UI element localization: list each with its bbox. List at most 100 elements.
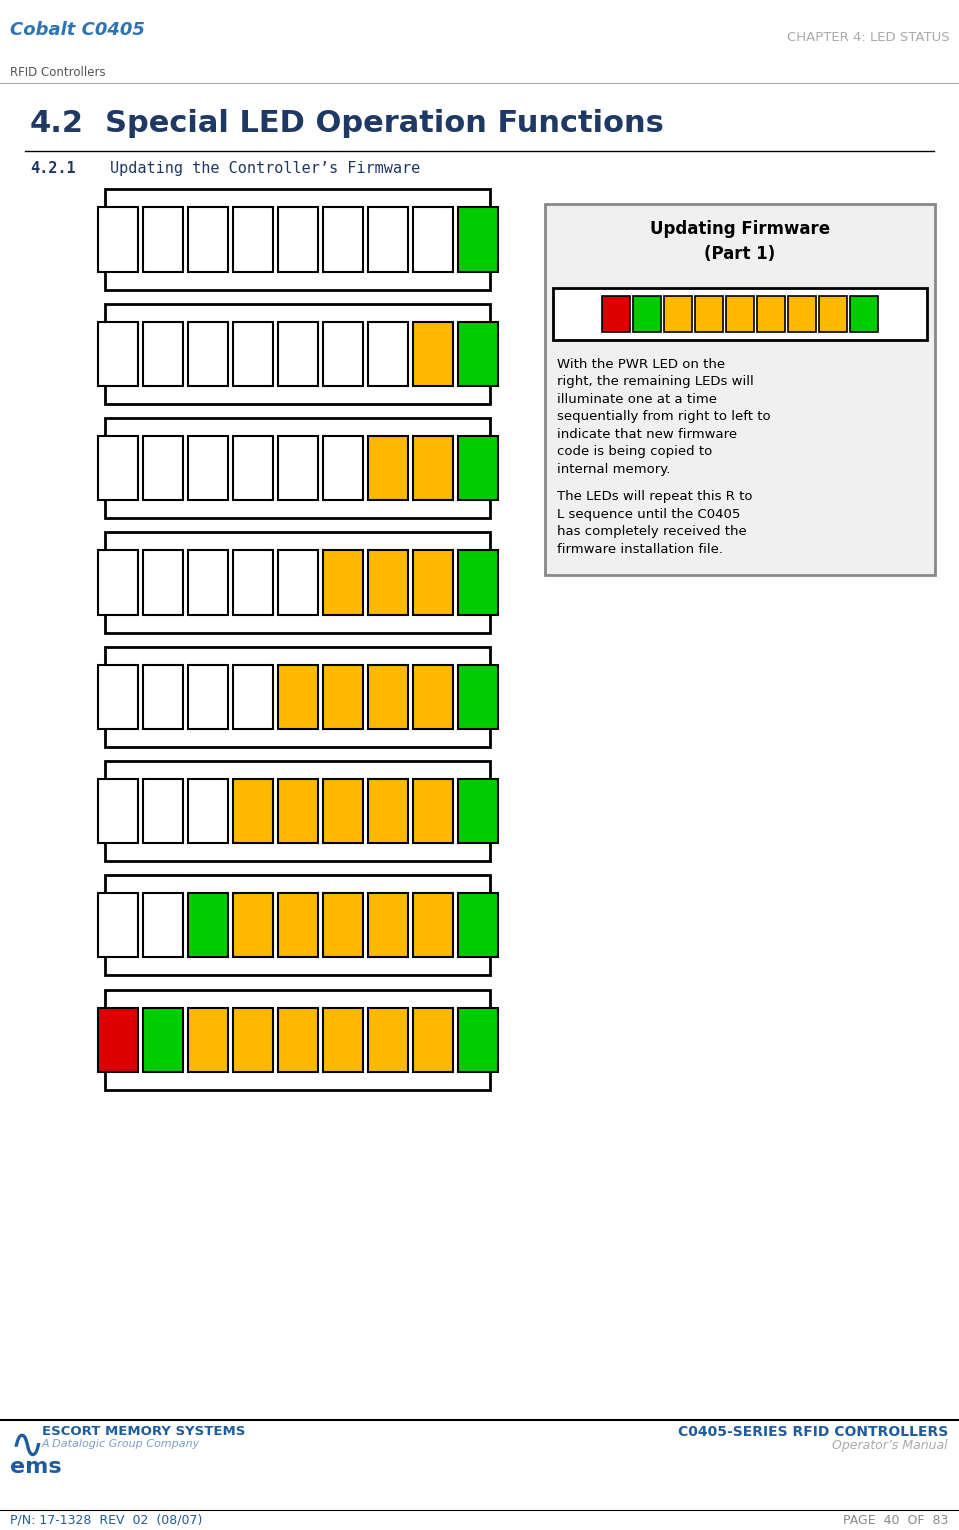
Bar — [98, 208, 137, 272]
Bar — [277, 208, 317, 272]
Bar — [98, 779, 137, 843]
Text: CHAPTER 4: LED STATUS: CHAPTER 4: LED STATUS — [786, 32, 949, 44]
Bar — [232, 779, 272, 843]
Bar — [322, 208, 363, 272]
Bar — [602, 295, 630, 332]
Bar — [232, 321, 272, 386]
Bar — [188, 779, 227, 843]
Bar — [412, 894, 453, 958]
Bar — [367, 1008, 408, 1071]
Bar — [457, 664, 498, 728]
Bar — [412, 664, 453, 728]
Bar — [232, 664, 272, 728]
Bar — [367, 436, 408, 500]
Bar — [726, 295, 754, 332]
Bar — [143, 321, 182, 386]
Bar — [695, 295, 723, 332]
Text: P/N: 17-1328  REV  02  (08/07): P/N: 17-1328 REV 02 (08/07) — [10, 1515, 202, 1527]
Bar — [412, 208, 453, 272]
Bar — [105, 647, 490, 747]
Bar — [322, 779, 363, 843]
Bar — [277, 551, 317, 615]
Bar — [188, 894, 227, 958]
Text: Updating Firmware: Updating Firmware — [650, 219, 830, 237]
Text: The LEDs will repeat this R to
L sequence until the C0405
has completely receive: The LEDs will repeat this R to L sequenc… — [557, 490, 753, 555]
Bar — [457, 551, 498, 615]
Bar — [188, 551, 227, 615]
Bar — [98, 551, 137, 615]
Text: A Datalogic Group Company: A Datalogic Group Company — [42, 1438, 200, 1449]
Bar — [412, 321, 453, 386]
Text: Special LED Operation Functions: Special LED Operation Functions — [105, 109, 664, 138]
Text: (Part 1): (Part 1) — [704, 245, 776, 263]
Bar — [367, 894, 408, 958]
Bar — [457, 436, 498, 500]
Bar — [367, 208, 408, 272]
Text: RFID Controllers: RFID Controllers — [10, 66, 105, 78]
Bar — [457, 894, 498, 958]
Bar — [367, 551, 408, 615]
Bar — [788, 295, 816, 332]
Bar — [664, 295, 692, 332]
Bar — [412, 1008, 453, 1071]
Bar — [757, 295, 785, 332]
Bar — [105, 990, 490, 1089]
Bar — [232, 208, 272, 272]
Bar — [322, 321, 363, 386]
Bar — [850, 295, 878, 332]
Bar — [277, 894, 317, 958]
Text: PAGE  40  OF  83: PAGE 40 OF 83 — [843, 1515, 948, 1527]
Bar — [98, 664, 137, 728]
Bar — [367, 779, 408, 843]
Bar — [143, 664, 182, 728]
Bar — [322, 894, 363, 958]
Text: Operator’s Manual: Operator’s Manual — [832, 1438, 948, 1452]
Bar — [105, 418, 490, 519]
Bar — [232, 894, 272, 958]
Bar — [412, 436, 453, 500]
Text: ∿: ∿ — [10, 1424, 45, 1467]
Bar — [143, 894, 182, 958]
Bar — [143, 779, 182, 843]
Bar — [412, 551, 453, 615]
Bar — [457, 779, 498, 843]
Bar — [367, 321, 408, 386]
Bar — [457, 208, 498, 272]
Bar — [105, 875, 490, 976]
Bar — [457, 1008, 498, 1071]
Bar — [457, 321, 498, 386]
Bar — [98, 894, 137, 958]
Bar — [277, 1008, 317, 1071]
Bar — [553, 288, 927, 340]
Bar — [819, 295, 847, 332]
Bar — [277, 664, 317, 728]
Bar — [143, 551, 182, 615]
Text: 4.2.1: 4.2.1 — [30, 161, 76, 176]
Text: 4.2: 4.2 — [30, 109, 84, 138]
Bar — [232, 436, 272, 500]
Bar — [277, 321, 317, 386]
Bar — [232, 1008, 272, 1071]
Text: With the PWR LED on the
right, the remaining LEDs will
illuminate one at a time
: With the PWR LED on the right, the remai… — [557, 358, 771, 476]
Bar — [143, 436, 182, 500]
Text: C0405-SERIES RFID CONTROLLERS: C0405-SERIES RFID CONTROLLERS — [678, 1424, 948, 1438]
Bar — [322, 551, 363, 615]
Bar — [322, 664, 363, 728]
Bar — [188, 321, 227, 386]
Bar — [105, 760, 490, 861]
Text: ems: ems — [10, 1457, 61, 1476]
Bar — [322, 1008, 363, 1071]
Bar — [188, 1008, 227, 1071]
Text: Cobalt C0405: Cobalt C0405 — [10, 21, 145, 40]
Bar — [412, 779, 453, 843]
Text: ESCORT MEMORY SYSTEMS: ESCORT MEMORY SYSTEMS — [42, 1424, 246, 1438]
Bar — [367, 664, 408, 728]
Bar — [105, 532, 490, 632]
Bar — [98, 1008, 137, 1071]
Bar — [188, 664, 227, 728]
Bar — [105, 190, 490, 289]
Bar — [188, 436, 227, 500]
Bar — [98, 436, 137, 500]
Bar — [105, 304, 490, 404]
Bar — [98, 321, 137, 386]
